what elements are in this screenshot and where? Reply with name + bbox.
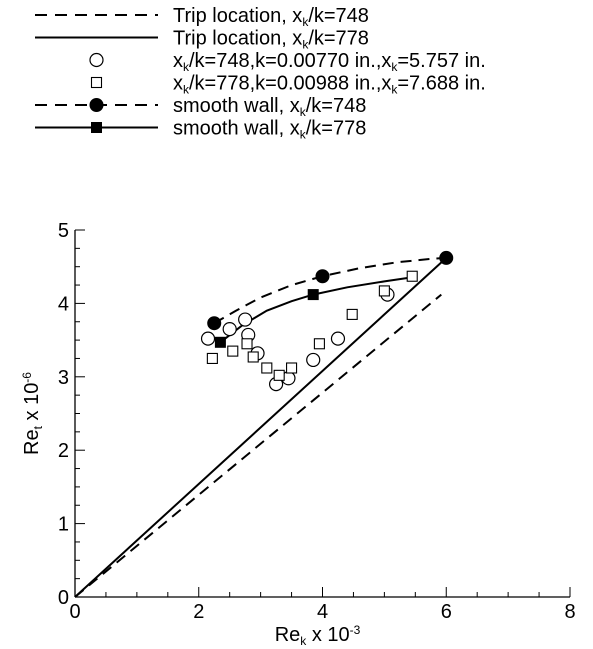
legend-item: smooth wall, xk/k=748 — [35, 95, 366, 119]
x-tick-label: 2 — [193, 601, 204, 623]
legend-item: xk/k=778,k=0.00988 in.,xk=7.688 in. — [90, 73, 486, 97]
series-4-point — [207, 316, 222, 331]
legend-marker — [91, 122, 102, 133]
legend-label: Trip location, xk/k=778 — [173, 28, 369, 52]
series-3-point — [313, 338, 325, 350]
series-0-line — [74, 293, 442, 598]
y-axis-label-group: Ret x 10-6 — [20, 372, 44, 455]
x-tick-label: 0 — [69, 601, 80, 623]
legend-item: xk/k=748,k=0.00770 in.,xk=5.757 in. — [89, 50, 486, 74]
x-axis-label: Rek x 10-3 — [275, 623, 361, 647]
series-3-point — [346, 308, 358, 320]
series-3-point — [406, 270, 418, 282]
series-5-point — [214, 336, 226, 348]
series-3-point — [378, 285, 390, 297]
series-2-point — [306, 352, 321, 368]
series-3-point — [227, 345, 239, 357]
x-tick-label: 4 — [317, 601, 328, 623]
series-3-point — [261, 362, 273, 374]
y-tick-label: 3 — [58, 367, 69, 389]
series-2-point — [200, 331, 216, 346]
series-1-line — [74, 257, 447, 598]
series-2-point — [330, 331, 346, 346]
series-5-point — [307, 289, 319, 301]
series-2-point — [222, 321, 237, 337]
x-tick-label: 6 — [441, 601, 452, 623]
legend-item: Trip location, xk/k=748 — [35, 5, 369, 29]
legend-item: smooth wall, xk/k=778 — [35, 118, 366, 142]
legend-label: xk/k=748,k=0.00770 in.,xk=5.757 in. — [173, 50, 486, 74]
y-tick-label: 1 — [58, 514, 69, 536]
x-tick-label: 8 — [564, 601, 575, 623]
legend-label: smooth wall, xk/k=748 — [173, 95, 366, 119]
series-4-point — [315, 269, 330, 284]
y-axis-label: Ret x 10-6 — [20, 372, 44, 455]
series-3-point — [241, 338, 253, 350]
series-3-point — [247, 351, 259, 363]
legend-marker — [90, 76, 103, 89]
legend-label: smooth wall, xk/k=778 — [173, 118, 366, 142]
legend-marker — [89, 98, 104, 112]
series-2-point — [238, 312, 253, 327]
y-tick-label: 0 — [58, 587, 69, 609]
series-3-point — [273, 369, 285, 381]
series-4-point — [439, 250, 454, 265]
legend-item: Trip location, xk/k=778 — [35, 28, 369, 52]
series-3-point — [286, 362, 298, 374]
legend-label: xk/k=778,k=0.00988 in.,xk=7.688 in. — [173, 73, 486, 97]
y-tick-label: 5 — [58, 220, 69, 242]
y-tick-label: 4 — [58, 293, 69, 315]
plot-area: 0 2 4 6 8 0 1 2 3 4 5 Rek x 10-3 Ret x 10-6 — [20, 220, 575, 648]
series-3-point — [206, 352, 218, 365]
y-tick-label: 2 — [58, 440, 69, 462]
legend-marker — [89, 52, 104, 68]
legend-label: Trip location, xk/k=748 — [173, 5, 369, 29]
